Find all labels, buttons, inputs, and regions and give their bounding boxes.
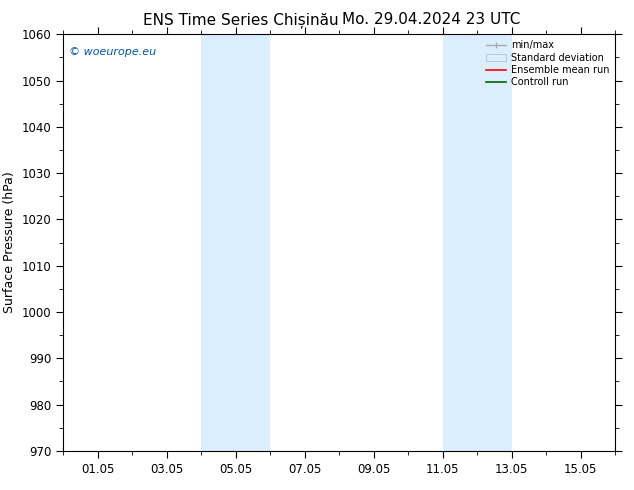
Y-axis label: Surface Pressure (hPa): Surface Pressure (hPa) [3,172,16,314]
Bar [443,34,512,451]
Text: © woeurope.eu: © woeurope.eu [69,47,156,57]
Legend: min/max, Standard deviation, Ensemble mean run, Controll run: min/max, Standard deviation, Ensemble me… [482,36,613,91]
Text: ENS Time Series Chișinău: ENS Time Series Chișinău [143,12,339,28]
Bar [202,34,270,451]
Text: Mo. 29.04.2024 23 UTC: Mo. 29.04.2024 23 UTC [342,12,521,27]
